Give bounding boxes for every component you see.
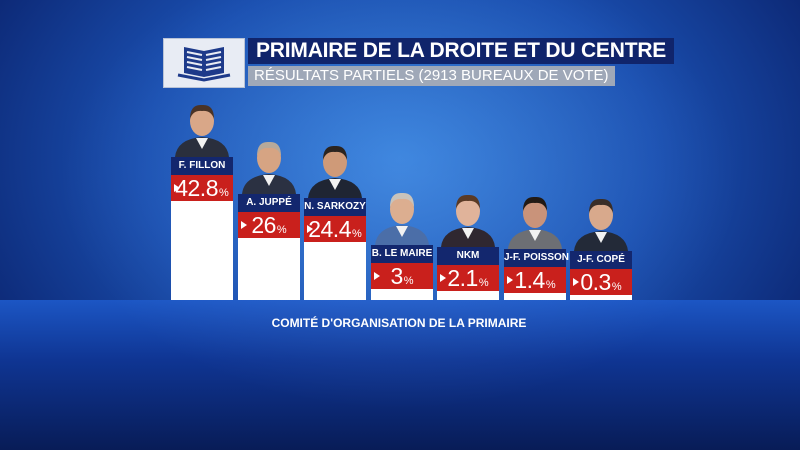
- portrait-icon: [242, 141, 296, 194]
- play-arrow-icon: [174, 184, 180, 192]
- value-label: 2.1%: [437, 265, 499, 291]
- percent-sign: %: [351, 228, 362, 240]
- page-title: PRIMAIRE DE LA DROITE ET DU CENTRE: [248, 38, 675, 64]
- play-arrow-icon: [507, 276, 513, 284]
- play-arrow-icon: [374, 272, 380, 280]
- result-bar: [570, 295, 632, 300]
- value-number: 2.1: [447, 265, 478, 291]
- book-icon: [177, 47, 231, 82]
- percent-sign: %: [218, 187, 229, 199]
- background-floor: [0, 300, 800, 450]
- value-number: 1.4: [514, 267, 545, 293]
- page-subtitle: RÉSULTATS PARTIELS (2913 BUREAUX DE VOTE…: [248, 66, 615, 86]
- portrait-icon: [308, 145, 362, 198]
- source-note: COMITÉ D'ORGANISATION DE LA PRIMAIRE: [0, 316, 800, 330]
- candidate-portrait: [437, 189, 499, 247]
- candidate-name: NKM: [437, 247, 499, 265]
- candidate-name: B. LE MAIRE: [371, 245, 433, 263]
- value-label: 0.3%: [570, 269, 632, 295]
- candidate-name: N. SARKOZY: [304, 198, 366, 216]
- play-arrow-icon: [573, 278, 579, 286]
- result-bar: [437, 291, 499, 300]
- percent-sign: %: [403, 275, 414, 287]
- portrait-icon: [375, 192, 429, 245]
- value-label: 24.4%: [304, 216, 366, 242]
- value-number: 3: [390, 263, 403, 289]
- value-number: 26: [251, 212, 276, 238]
- portrait-icon: [508, 196, 562, 249]
- result-bar: [238, 238, 300, 300]
- candidate-name: F. FILLON: [171, 157, 233, 175]
- candidate-portrait: [171, 99, 233, 157]
- source-note-text: COMITÉ D'ORGANISATION DE LA PRIMAIRE: [271, 316, 527, 330]
- result-bar: [504, 293, 566, 300]
- percent-sign: %: [545, 279, 556, 291]
- value-label: 26%: [238, 212, 300, 238]
- candidate-name: J-F. COPÉ: [570, 251, 632, 269]
- value-label: 1.4%: [504, 267, 566, 293]
- result-bar: [304, 242, 366, 300]
- percent-sign: %: [611, 281, 622, 293]
- candidate-portrait: [504, 191, 566, 249]
- result-bar: [171, 201, 233, 300]
- value-label: 3%: [371, 263, 433, 289]
- candidate-name: J-F. POISSON: [504, 249, 569, 267]
- value-label: 42.8%: [171, 175, 233, 201]
- value-number: 24.4: [308, 216, 351, 242]
- percent-sign: %: [478, 277, 489, 289]
- book-logo: [163, 38, 245, 88]
- percent-sign: %: [276, 224, 287, 236]
- candidate-portrait: [238, 136, 300, 194]
- candidate-portrait: [371, 187, 433, 245]
- portrait-icon: [441, 194, 495, 247]
- portrait-icon: [175, 104, 229, 157]
- candidate-portrait: [304, 140, 366, 198]
- result-bar: [371, 289, 433, 300]
- portrait-icon: [574, 198, 628, 251]
- candidate-name: A. JUPPÉ: [238, 194, 300, 212]
- play-arrow-icon: [241, 221, 247, 229]
- play-arrow-icon: [440, 274, 446, 282]
- value-number: 42.8: [175, 175, 218, 201]
- candidate-portrait: [570, 193, 632, 251]
- play-arrow-icon: [307, 225, 313, 233]
- value-number: 0.3: [580, 269, 611, 295]
